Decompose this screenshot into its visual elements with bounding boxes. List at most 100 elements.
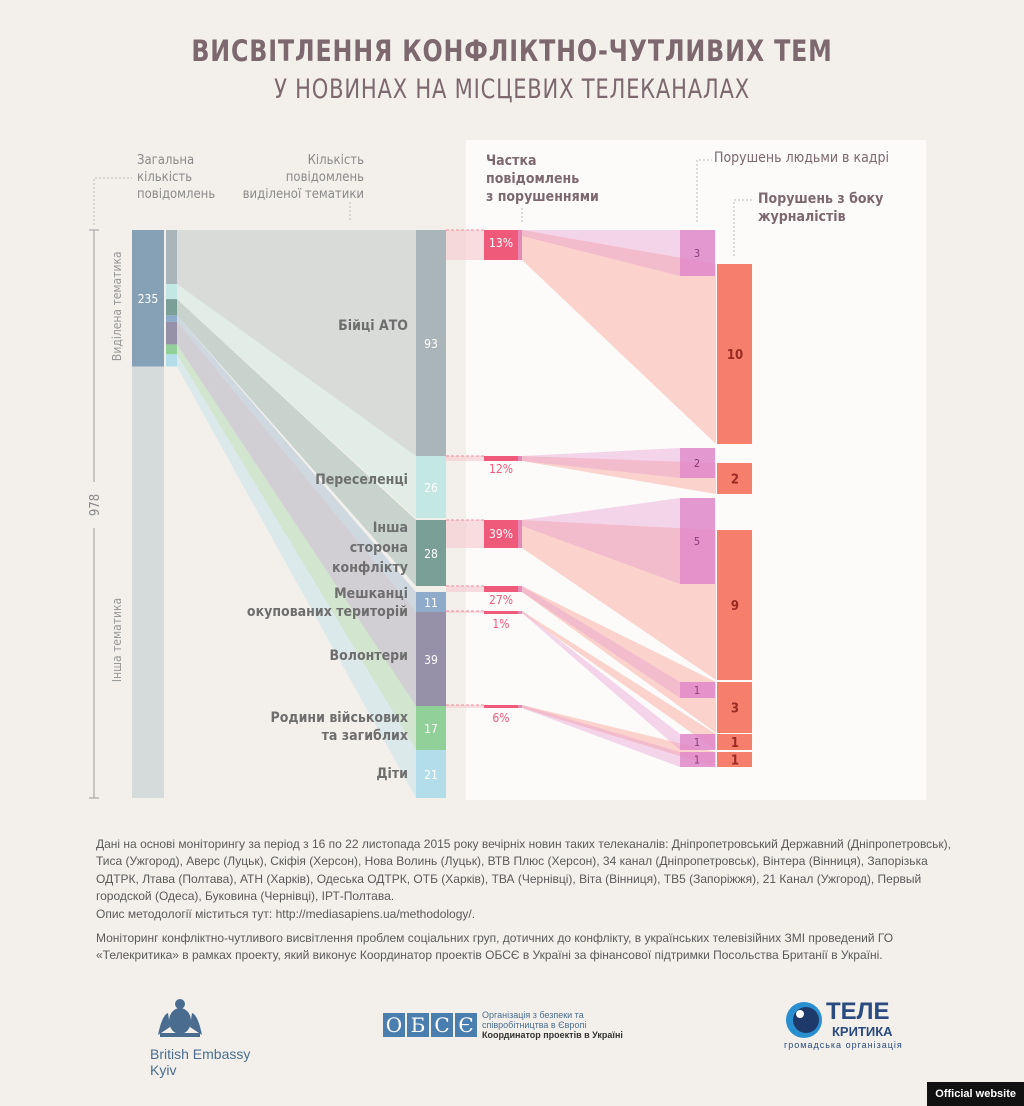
people-flow (522, 230, 680, 276)
osce-text-line: Організація з безпеки та (482, 1010, 584, 1020)
topic-label: Діти (376, 766, 408, 782)
topic-bar (416, 612, 446, 706)
share-guide-band (446, 520, 486, 548)
share-split (518, 611, 522, 614)
selected-topics-label: Виділена тематика (110, 251, 124, 361)
topic-label: окупованих територій (247, 604, 408, 620)
topic-column-label: Кількість повідомлень виділеної тематики (224, 152, 364, 203)
share-col-line: Частка (486, 153, 537, 169)
topic-flow-band (177, 299, 416, 586)
topic-col-line: повідомлень (285, 170, 364, 185)
journalist-col-line: Порушень з боку (758, 191, 884, 207)
page-title: ВИСВІТЛЕННЯ КОНФЛІКТНО-ЧУТЛИВИХ ТЕМ (191, 34, 833, 68)
journalist-violations-value: 3 (731, 702, 739, 717)
people-violations-value: 5 (694, 535, 700, 548)
tele-word: ТЕЛЕ (826, 998, 890, 1025)
share-bar (484, 230, 518, 260)
journalist-violations-bar (717, 530, 752, 680)
share-value: 1% (492, 617, 509, 631)
british-embassy-logo: British Embassy Kyiv (150, 995, 250, 1078)
topic-split-segment (166, 354, 177, 367)
journalist-col-line: журналістів (758, 209, 846, 225)
journalist-violations-bar (717, 682, 752, 733)
share-col-line: повідомлень (486, 171, 580, 187)
journalist-violations-value: 2 (731, 473, 739, 488)
other-topics-label: Інша тематика (110, 598, 124, 682)
project-note: Моніторинг конфліктно-чутливого висвітле… (96, 931, 894, 963)
people-flow (522, 498, 680, 584)
total-col-line: Загальна (137, 153, 195, 168)
share-guide-band (446, 705, 486, 708)
share-guide-band (446, 230, 486, 260)
topic-bar (416, 520, 446, 586)
topic-count: 26 (424, 481, 438, 495)
share-bar (484, 520, 518, 548)
embassy-name: British Embassy (150, 1046, 251, 1062)
topic-bar (416, 750, 446, 798)
topic-bar (416, 230, 446, 456)
journalist-violations-value: 1 (731, 736, 739, 751)
people-violations-bar (680, 734, 715, 750)
share-split (518, 586, 522, 592)
topic-flow-band (177, 344, 416, 750)
people-flow (522, 705, 680, 767)
bracket-gap (84, 482, 104, 528)
journalist-violations-bar (717, 752, 752, 767)
share-split (518, 705, 522, 708)
official-website-badge[interactable]: Official website (927, 1082, 1024, 1106)
people-violations-bar (680, 230, 715, 276)
guide-line (93, 177, 132, 225)
krytyka-word: КРИТИКА (832, 1024, 893, 1039)
osce-letter: С (431, 1013, 453, 1037)
journalist-flow (522, 586, 716, 733)
share-value: 12% (489, 462, 513, 476)
topic-label: Мешканці (334, 586, 408, 602)
topic-flow-band (177, 230, 416, 456)
journalist-violations-bar (717, 264, 752, 444)
journalist-violations-value: 1 (731, 754, 739, 769)
topic-split-segment (166, 284, 177, 300)
share-column-label: Частка повідомлень з порушеннями (486, 152, 599, 206)
share-bar (484, 456, 518, 461)
osce-letter: Б (407, 1013, 429, 1037)
share-bar (484, 611, 518, 614)
topic-count: 21 (424, 768, 438, 782)
selected-topics-bar (132, 230, 164, 367)
total-value: 978 (88, 494, 103, 516)
embassy-city: Kyiv (150, 1062, 177, 1078)
methodology-link[interactable]: Опис методології міститься тут: http://m… (96, 906, 476, 921)
share-value: 13% (489, 236, 513, 250)
topic-col-line: виділеної тематики (242, 187, 364, 202)
topic-split-segment (166, 299, 177, 316)
share-value: 6% (492, 711, 509, 725)
people-violations-bar (680, 498, 715, 584)
topic-split-segment (166, 315, 177, 322)
share-value: 27% (489, 593, 513, 607)
journalist-flow (522, 456, 716, 494)
osce-letter: Є (455, 1013, 477, 1037)
topic-count: 39 (424, 653, 438, 667)
journalist-flow (522, 611, 716, 750)
people-violations-value: 2 (694, 457, 700, 470)
topic-label: сторона (350, 540, 408, 556)
share-split (518, 520, 522, 548)
share-split (518, 456, 522, 461)
other-topics-bar (132, 366, 164, 798)
topic-bar (416, 592, 446, 612)
guide-line (733, 199, 752, 256)
topic-flow-band (177, 284, 416, 518)
people-violations-value: 1 (694, 684, 700, 697)
topic-count: 28 (424, 547, 438, 561)
people-column-label: Порушень людьми в кадрі (714, 150, 889, 166)
topic-label: Родини військових (271, 710, 408, 726)
share-guide-band (446, 586, 486, 592)
topic-flow-band (177, 315, 416, 612)
topic-flow-band (177, 321, 416, 706)
share-col-line: з порушеннями (486, 189, 599, 205)
topic-flow-band (177, 354, 416, 798)
topic-count: 93 (424, 337, 438, 351)
journalist-violations-bar (717, 463, 752, 494)
topic-count: 17 (424, 722, 438, 736)
